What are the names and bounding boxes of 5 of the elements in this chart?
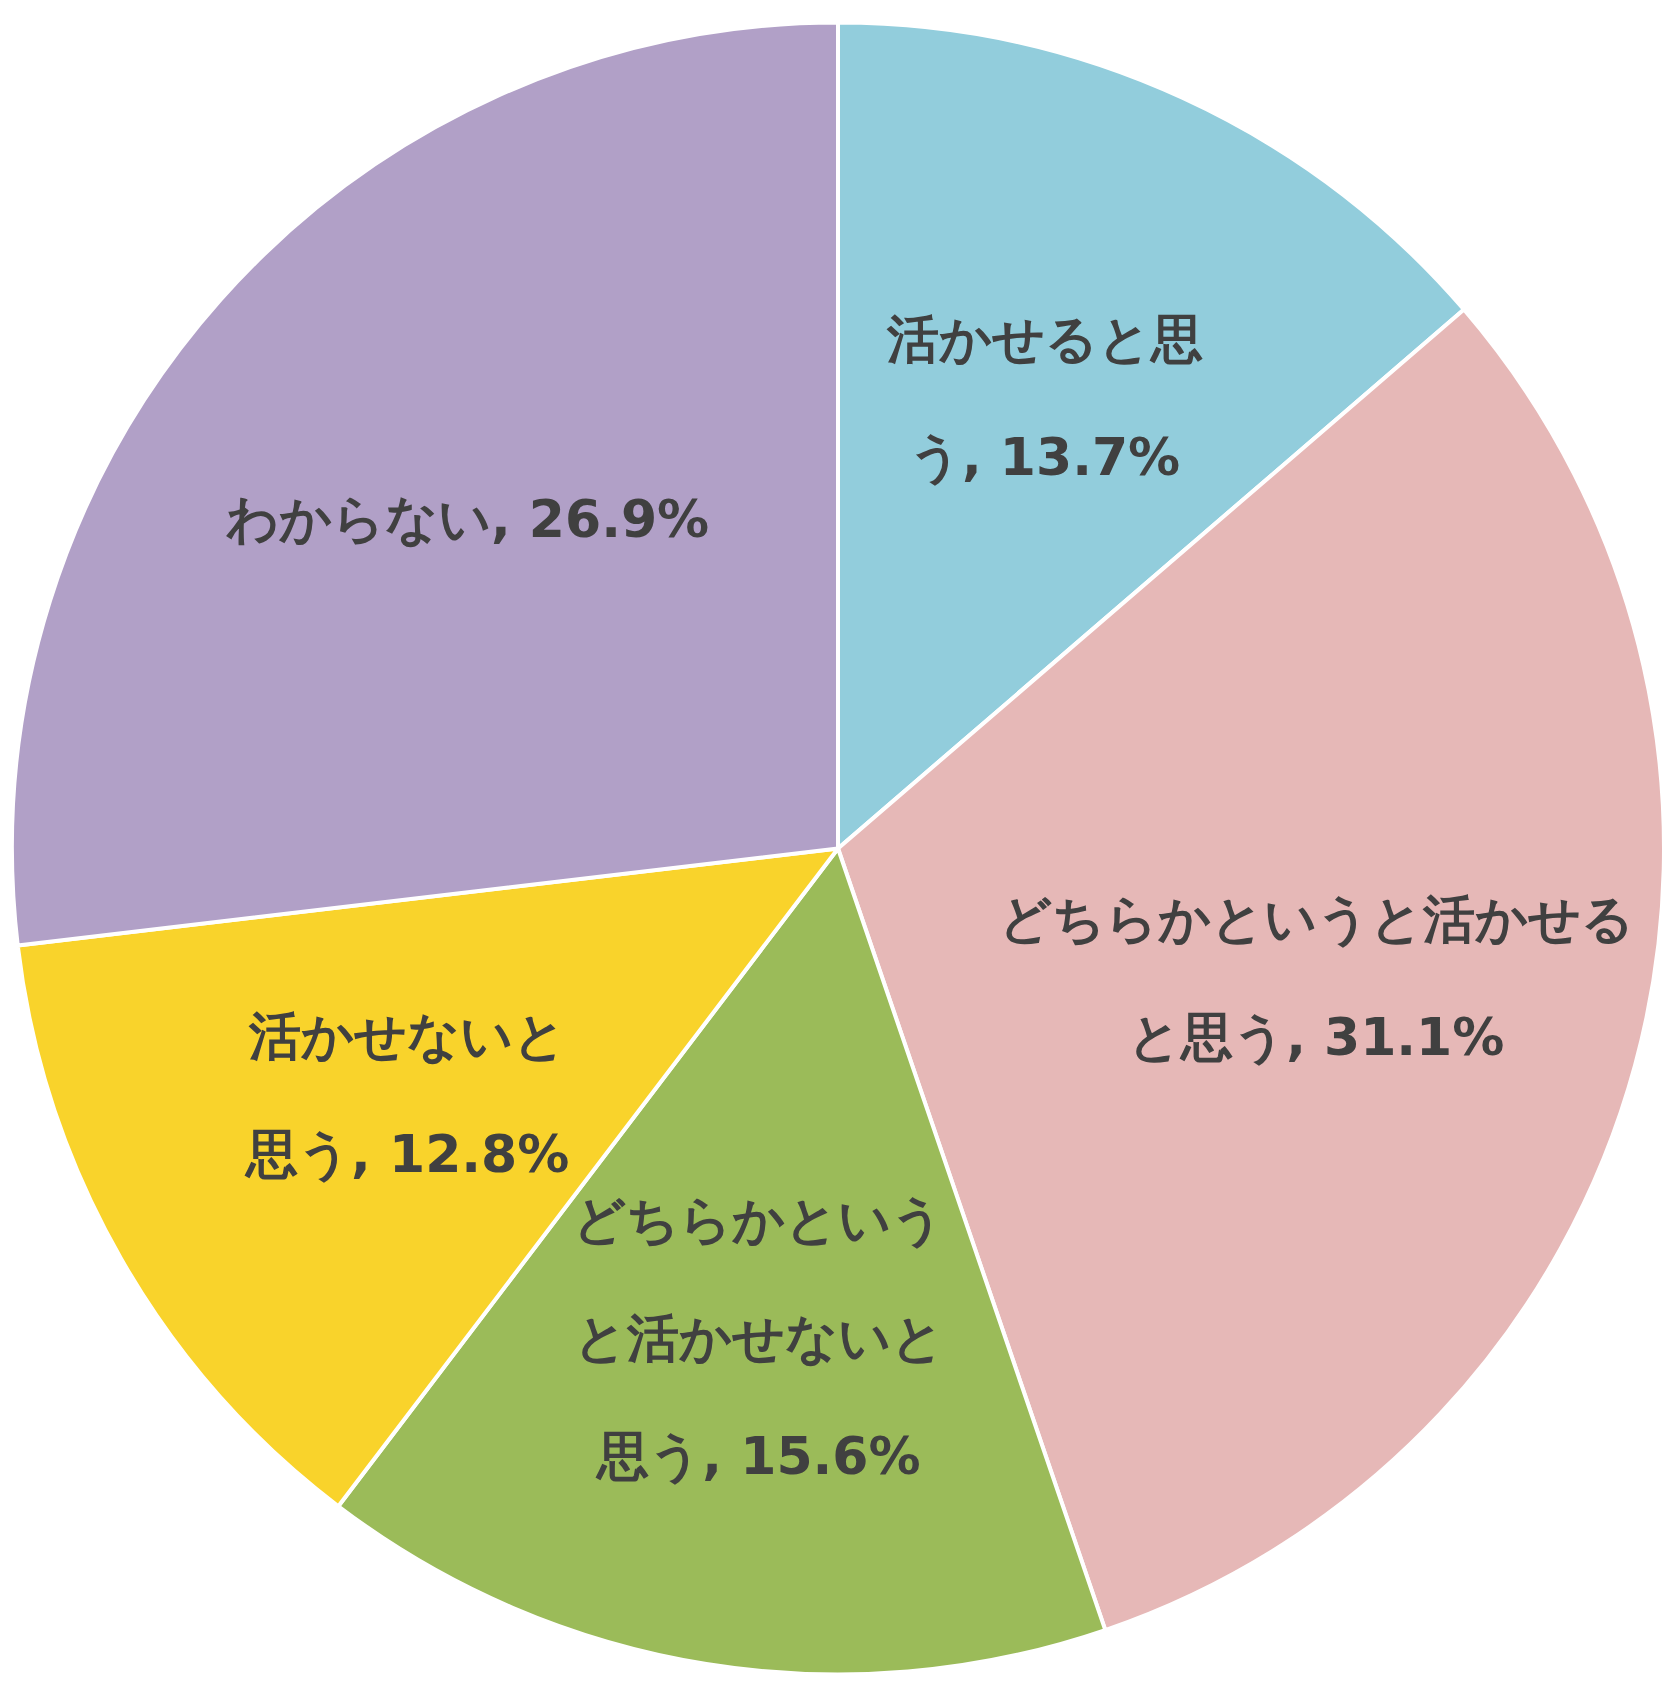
slice-label: 活かせると思う, 13.7%: [885, 308, 1204, 489]
slice-label: どちらかというと活かせると思う, 31.1%: [997, 888, 1635, 1070]
slice-label: どちらかというと活かせないと思う, 15.6%: [573, 1189, 945, 1486]
slice-label: わからない, 26.9%: [224, 488, 711, 552]
slice-label: 活かせないと思う, 12.8%: [246, 1005, 570, 1184]
